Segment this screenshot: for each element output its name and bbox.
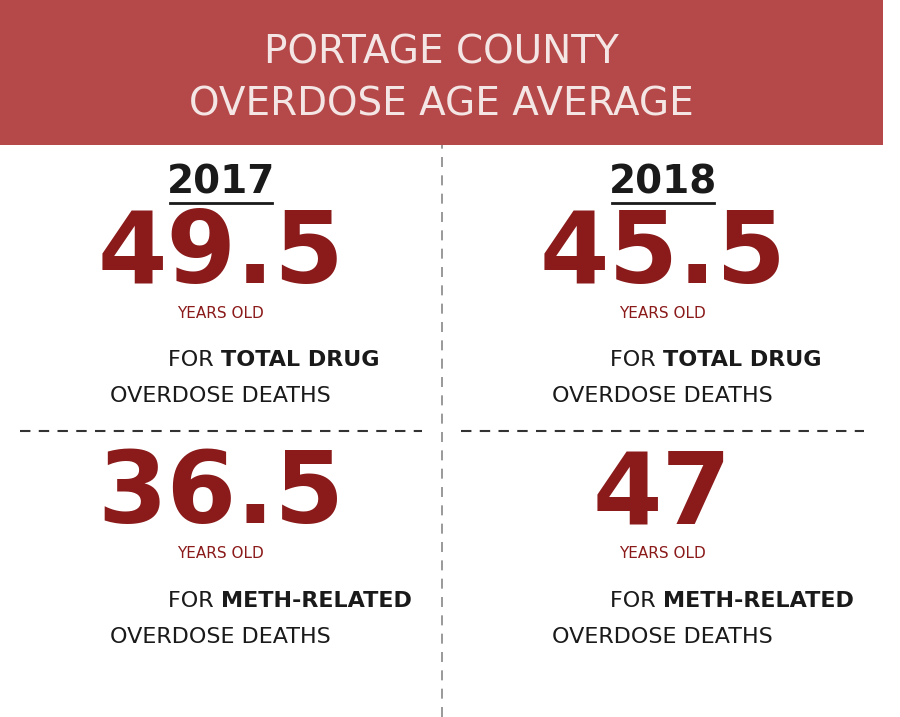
FancyBboxPatch shape (0, 0, 884, 145)
Text: OVERDOSE AGE AVERAGE: OVERDOSE AGE AVERAGE (189, 86, 694, 124)
Text: YEARS OLD: YEARS OLD (619, 546, 706, 561)
Text: OVERDOSE DEATHS: OVERDOSE DEATHS (553, 627, 773, 647)
Text: 2018: 2018 (608, 163, 716, 201)
Text: 45.5: 45.5 (539, 206, 786, 303)
Text: 36.5: 36.5 (97, 447, 345, 544)
Text: 49.5: 49.5 (97, 206, 344, 303)
Text: OVERDOSE DEATHS: OVERDOSE DEATHS (553, 386, 773, 406)
Text: YEARS OLD: YEARS OLD (177, 546, 265, 561)
Text: FOR: FOR (610, 591, 662, 611)
Text: OVERDOSE DEATHS: OVERDOSE DEATHS (111, 627, 331, 647)
Text: METH-RELATED: METH-RELATED (220, 591, 412, 611)
Text: YEARS OLD: YEARS OLD (619, 305, 706, 320)
Text: 47: 47 (593, 447, 733, 544)
Text: FOR: FOR (610, 350, 662, 370)
Text: PORTAGE COUNTY: PORTAGE COUNTY (265, 33, 619, 71)
Text: TOTAL DRUG: TOTAL DRUG (220, 350, 380, 370)
Text: 2017: 2017 (166, 163, 275, 201)
Text: YEARS OLD: YEARS OLD (177, 305, 265, 320)
Text: FOR: FOR (168, 591, 220, 611)
Text: METH-RELATED: METH-RELATED (662, 591, 853, 611)
Text: FOR: FOR (168, 350, 220, 370)
Text: TOTAL DRUG: TOTAL DRUG (662, 350, 821, 370)
Text: OVERDOSE DEATHS: OVERDOSE DEATHS (111, 386, 331, 406)
